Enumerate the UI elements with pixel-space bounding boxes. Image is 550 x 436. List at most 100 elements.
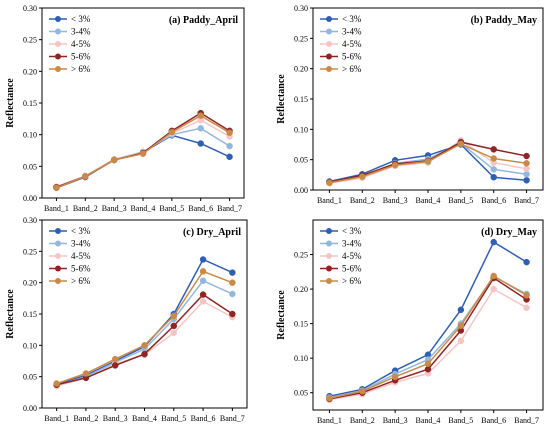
- legend-swatch-marker: [326, 28, 332, 35]
- legend-swatch-marker: [55, 228, 61, 234]
- x-tick-label: Band_2: [73, 204, 98, 213]
- legend-label: 3-4%: [342, 27, 362, 37]
- legend-swatch-marker: [55, 66, 61, 72]
- data-point: [523, 292, 530, 299]
- series-line-5: [329, 274, 527, 400]
- y-tick-label: 0.30: [294, 4, 308, 13]
- legend-label: 4-5%: [71, 39, 91, 49]
- data-point: [523, 304, 530, 311]
- legend-label: 4-5%: [342, 39, 362, 49]
- data-point: [490, 272, 497, 280]
- data-point: [490, 174, 497, 181]
- y-tick-label: 0.30: [23, 4, 37, 13]
- legend-label: 3-4%: [71, 239, 91, 249]
- data-point: [457, 337, 465, 345]
- y-axis-label: Reflectance: [5, 289, 16, 339]
- legend-label: < 3%: [342, 226, 362, 236]
- data-point: [424, 360, 432, 367]
- data-point: [523, 152, 530, 160]
- legend-swatch-marker: [55, 265, 61, 272]
- y-tick-label: 0.10: [294, 354, 308, 363]
- y-tick-label: 0.15: [294, 95, 308, 104]
- x-tick-label: Band_1: [44, 204, 69, 213]
- y-tick-label: 0.15: [23, 99, 37, 108]
- y-tick-label: 0.10: [294, 125, 308, 134]
- y-axis-label: Reflectance: [276, 74, 287, 124]
- x-tick-label: Band_5: [159, 204, 184, 213]
- x-tick-label: Band_2: [350, 196, 375, 205]
- data-point: [523, 170, 530, 178]
- legend-label: < 3%: [71, 14, 91, 24]
- data-point: [199, 298, 207, 305]
- panel-title: (b) Paddy_May: [471, 15, 537, 26]
- data-point: [424, 158, 432, 165]
- data-point: [490, 285, 497, 293]
- y-tick-label: 0.05: [294, 156, 308, 165]
- y-tick-label: 0.10: [23, 341, 37, 350]
- data-point: [53, 380, 60, 387]
- panel-3: 0.00 0.05 0.10 0.15 0.20 0.25 0.30 Band_1 Band_2…: [5, 216, 248, 423]
- panel-1: 0.00 0.05 0.10 0.15 0.20 0.25 0.30 Band_1 Band_2…: [5, 4, 245, 213]
- legend-label: 4-5%: [71, 251, 91, 261]
- series-line-3: [329, 288, 527, 401]
- legend-swatch-marker: [55, 240, 61, 247]
- x-tick-label: Band_5: [448, 196, 473, 205]
- x-tick-label: Band_2: [73, 414, 98, 423]
- legend-label: > 6%: [71, 64, 91, 74]
- x-tick-label: Band_4: [131, 204, 156, 213]
- legend-swatch-marker: [326, 41, 332, 47]
- data-point: [197, 125, 204, 132]
- legend-swatch-marker: [55, 253, 61, 259]
- panel-4: 0.05 0.10 0.15 0.20 0.25 Band_1 Band_2 Band_3 Ba…: [276, 219, 544, 425]
- legend-label: < 3%: [342, 14, 362, 24]
- y-tick-label: 0.25: [23, 36, 37, 45]
- legend-label: < 3%: [71, 226, 91, 236]
- data-point: [110, 156, 118, 164]
- legend-swatch-marker: [55, 16, 61, 22]
- x-tick-label: Band_6: [188, 204, 213, 213]
- legend-label: 5-6%: [71, 52, 91, 62]
- data-point: [170, 329, 178, 337]
- y-tick-label: 0.25: [294, 251, 308, 260]
- data-point: [326, 395, 333, 402]
- x-tick-label: Band_3: [103, 414, 128, 423]
- data-point: [359, 173, 366, 180]
- x-tick-label: Band_1: [317, 196, 342, 205]
- legend-swatch-marker: [55, 41, 61, 47]
- data-point: [226, 129, 233, 137]
- x-tick-label: Band_1: [317, 416, 342, 425]
- legend-label: 4-5%: [342, 251, 362, 261]
- panel-2: 0.00 0.05 0.10 0.15 0.20 0.25 0.30 Band_1 Band_2…: [276, 4, 544, 205]
- y-tick-label: 0.25: [23, 247, 37, 256]
- y-axis-label: Reflectance: [276, 290, 287, 340]
- legend-swatch-marker: [55, 28, 61, 35]
- y-tick-label: 0.05: [23, 373, 37, 382]
- legend-label: 3-4%: [71, 27, 91, 37]
- data-point: [111, 362, 119, 369]
- y-tick-label: 0.20: [23, 279, 37, 288]
- legend-swatch-marker: [326, 278, 332, 284]
- x-tick-label: Band_2: [350, 416, 375, 425]
- plot-frame: [41, 7, 245, 199]
- y-tick-label: 0.15: [294, 320, 308, 329]
- data-point: [359, 388, 366, 395]
- panel-title: (c) Dry_April: [183, 227, 241, 238]
- panel-title: (d) Dry_May: [481, 227, 537, 238]
- series-line-4: [329, 276, 528, 400]
- y-tick-label: 0.15: [23, 310, 37, 319]
- data-point: [391, 161, 399, 169]
- legend-label: > 6%: [342, 276, 362, 286]
- legend-label: 5-6%: [342, 52, 362, 62]
- data-point: [170, 322, 178, 330]
- data-point: [82, 370, 90, 377]
- x-tick-label: Band_6: [481, 416, 506, 425]
- y-tick-label: 0.05: [23, 162, 37, 171]
- legend-swatch-marker: [326, 228, 332, 234]
- data-point: [199, 256, 207, 263]
- data-point: [229, 279, 236, 286]
- y-tick-label: 0.00: [23, 404, 37, 413]
- y-axis-label: Reflectance: [5, 78, 16, 128]
- data-point: [226, 142, 233, 150]
- x-tick-label: Band_5: [448, 416, 473, 425]
- x-tick-label: Band_4: [416, 416, 441, 425]
